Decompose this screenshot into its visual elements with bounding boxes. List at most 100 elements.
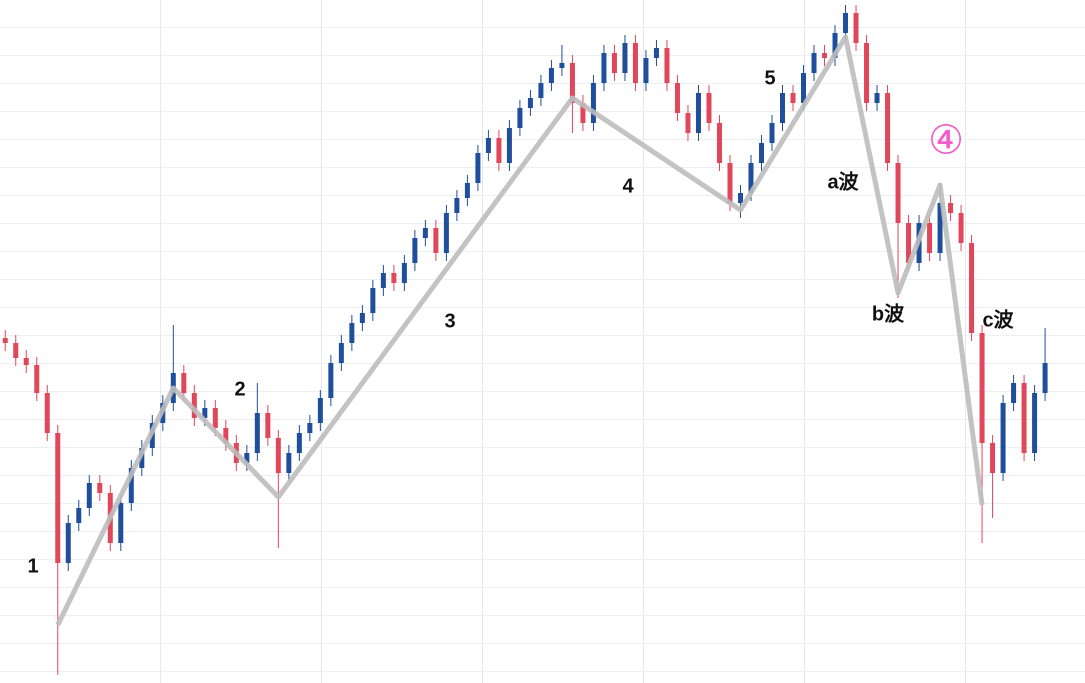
candle-body: [969, 243, 975, 333]
candle-body: [86, 483, 92, 508]
candle-body: [202, 408, 208, 418]
candle-body: [391, 273, 397, 283]
candle-body: [328, 363, 334, 398]
candle-body: [874, 93, 880, 103]
candle-body: [927, 223, 933, 253]
candle-body: [464, 183, 470, 198]
wave-label: 5: [764, 67, 775, 89]
candle-body: [191, 393, 197, 418]
candle-body: [885, 93, 891, 163]
candle-body: [97, 483, 103, 493]
wave-label: a波: [827, 170, 859, 193]
candle-body: [895, 163, 901, 223]
candle-body: [496, 138, 502, 163]
candle-body: [674, 83, 680, 113]
candle-body: [706, 93, 712, 123]
candle-body: [13, 343, 19, 358]
wave-line: [55, 34, 985, 627]
candle-body: [55, 433, 61, 563]
candle-body: [359, 313, 365, 323]
candle-body: [622, 43, 628, 73]
candle-body: [653, 48, 659, 58]
candle-body: [611, 53, 617, 73]
candle-body: [685, 113, 691, 133]
candle-body: [559, 63, 565, 68]
candle-body: [737, 193, 743, 203]
candle-body: [906, 223, 912, 263]
candle-body: [748, 163, 754, 193]
candle-body: [76, 508, 82, 523]
candle-body: [380, 273, 386, 288]
candle-body: [990, 443, 996, 473]
candle-body: [590, 83, 596, 123]
candle-body: [181, 373, 187, 393]
candle-body: [1011, 383, 1017, 403]
candle-body: [801, 73, 807, 103]
candle-body: [296, 433, 302, 453]
candle-body: [517, 108, 523, 128]
candle-body: [958, 213, 964, 243]
wave-label: 3: [444, 310, 455, 332]
wave-label: 1: [27, 555, 38, 577]
candle-body: [548, 68, 554, 83]
candle-body: [44, 393, 50, 433]
candle-body: [643, 58, 649, 83]
candle-body: [979, 333, 985, 443]
candle-body: [338, 343, 344, 363]
candle-body: [212, 408, 218, 428]
candle-body: [538, 83, 544, 98]
candle-body: [244, 453, 250, 463]
candle-body: [790, 93, 796, 103]
candle-body: [1042, 363, 1048, 393]
candle-body: [853, 13, 859, 43]
wave-label: b波: [872, 302, 905, 325]
candle-body: [822, 53, 828, 58]
candle-body: [317, 398, 323, 423]
candle-body: [23, 358, 29, 365]
candle-body: [780, 93, 786, 123]
candle-body: [769, 123, 775, 143]
candle-body: [1000, 403, 1006, 473]
candle-body: [412, 238, 418, 263]
candle-body: [475, 153, 481, 183]
candle-body: [128, 468, 134, 503]
candle-body: [307, 423, 313, 433]
candle-body: [223, 428, 229, 443]
wave-label: ④: [928, 119, 964, 163]
candle-body: [349, 323, 355, 343]
candle-body: [65, 523, 71, 563]
candle-body: [937, 203, 943, 253]
wave-label: c波: [982, 308, 1014, 331]
candle-body: [401, 263, 407, 283]
candle-body: [443, 213, 449, 253]
candle-body: [601, 53, 607, 83]
candle-body: [1032, 393, 1038, 453]
candle-body: [118, 503, 124, 543]
candle-body: [811, 53, 817, 73]
candle-body: [370, 288, 376, 313]
candle-body: [286, 453, 292, 473]
candle-body: [695, 93, 701, 133]
candle-body: [454, 198, 460, 213]
candle-body: [758, 143, 764, 163]
candle-body: [580, 103, 586, 123]
candle-body: [632, 43, 638, 83]
candle-body: [527, 98, 533, 108]
candle-body: [254, 413, 260, 453]
candle-body: [265, 413, 271, 438]
candle-body: [716, 123, 722, 163]
candle-body: [948, 203, 954, 213]
candle-body: [864, 43, 870, 103]
candle-body: [275, 438, 281, 473]
candle-body: [727, 163, 733, 203]
wave-label: 4: [622, 175, 634, 197]
candle-body: [832, 33, 838, 58]
candle-body: [34, 365, 40, 393]
candle-body: [664, 48, 670, 83]
wave-label: 2: [234, 378, 245, 400]
candle-body: [506, 128, 512, 163]
candle-body: [433, 228, 439, 253]
candle-body: [2, 338, 8, 343]
